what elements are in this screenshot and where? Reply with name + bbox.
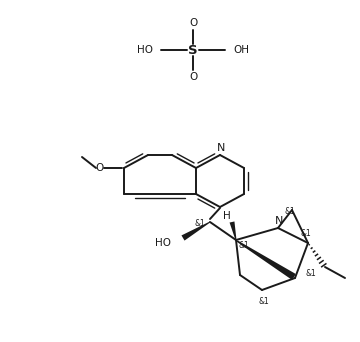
Text: N: N — [217, 143, 225, 153]
Text: S: S — [188, 43, 198, 56]
Text: HO: HO — [155, 238, 171, 248]
Text: O: O — [189, 18, 197, 28]
Polygon shape — [237, 240, 296, 280]
Text: HO: HO — [137, 45, 153, 55]
Polygon shape — [230, 222, 237, 240]
Polygon shape — [181, 222, 210, 240]
Text: &1: &1 — [258, 298, 269, 306]
Text: N: N — [275, 216, 283, 226]
Text: &1: &1 — [301, 228, 311, 237]
Text: O: O — [96, 163, 104, 173]
Text: &1: &1 — [195, 220, 205, 228]
Text: &1: &1 — [306, 268, 316, 277]
Text: H: H — [223, 211, 231, 221]
Text: &1: &1 — [285, 207, 295, 215]
Text: &1: &1 — [239, 241, 249, 250]
Text: O: O — [189, 72, 197, 82]
Text: OH: OH — [233, 45, 249, 55]
